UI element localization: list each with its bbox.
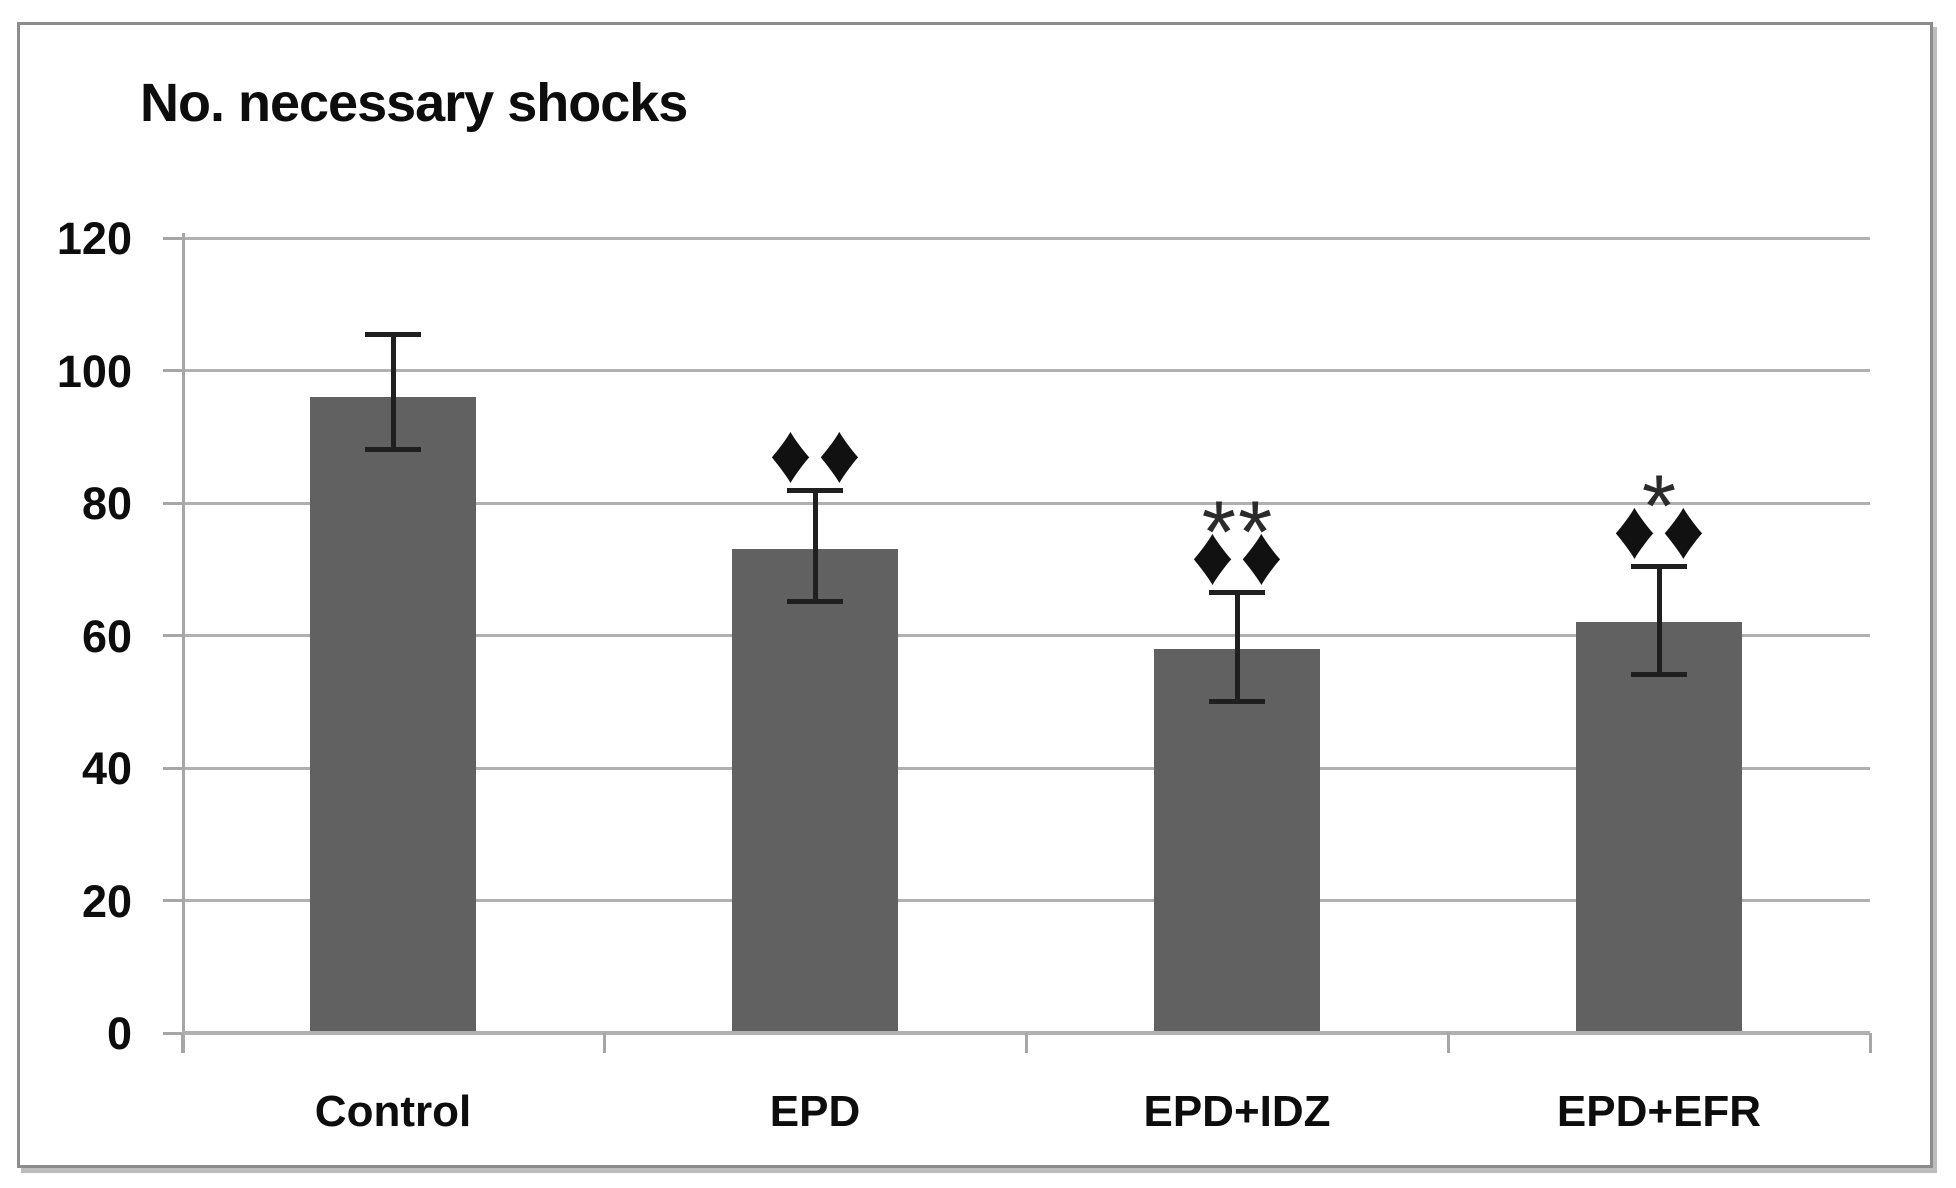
error-bar-line	[812, 489, 818, 603]
y-axis-tick-label: 40	[81, 743, 132, 794]
y-axis-tick-label: 120	[56, 213, 132, 264]
diamond-marker: ♦♦	[1613, 481, 1711, 576]
error-bar-cap-top	[1631, 563, 1687, 569]
diamond-marker: ♦♦	[1191, 508, 1289, 603]
y-axis-tick	[163, 634, 182, 637]
chart-title: No. necessary shocks	[140, 73, 688, 133]
x-axis-category-label: Control	[314, 1087, 472, 1136]
y-axis-tick-label: 60	[81, 610, 132, 662]
asterisk-marker: *	[1641, 455, 1679, 555]
gridline	[182, 899, 1870, 902]
y-axis-tick-label: 20	[81, 875, 132, 927]
error-bar-line	[390, 334, 396, 450]
bar-epd-efr	[1576, 622, 1742, 1033]
y-axis-tick-label: 100	[56, 345, 132, 397]
y-axis-tick	[163, 369, 182, 372]
error-bar-cap-bottom	[365, 447, 421, 452]
x-axis-tick	[1446, 1033, 1450, 1053]
x-axis-category-label: EPD+EFR	[1556, 1087, 1762, 1136]
y-axis-tick-label: 0	[106, 1008, 132, 1059]
gridline	[182, 369, 1870, 372]
error-bar-cap-bottom	[1209, 698, 1265, 704]
x-axis-tick	[1868, 1033, 1872, 1053]
error-bar-cap-bottom	[787, 599, 843, 605]
y-axis-tick-label: 80	[81, 478, 132, 529]
error-bar-cap-bottom	[1631, 672, 1687, 678]
diamond-marker: ♦♦	[769, 405, 867, 500]
bar-epd	[732, 549, 898, 1033]
y-axis-line	[182, 233, 185, 1053]
significance-annotation: ♦♦	[604, 405, 1026, 500]
y-axis-tick	[163, 899, 182, 902]
error-bar-line	[1656, 565, 1662, 676]
gridline	[182, 766, 1870, 770]
y-axis-tick	[163, 766, 182, 770]
significance-annotation: ** ♦♦	[1026, 482, 1448, 603]
y-axis-tick	[163, 236, 182, 240]
error-bar-cap-top	[365, 332, 421, 338]
x-axis-tick	[602, 1033, 606, 1053]
error-bar-cap-top	[1209, 590, 1265, 596]
y-axis-tick	[163, 501, 182, 505]
asterisk-marker: **	[1201, 482, 1275, 582]
gridline	[182, 501, 1870, 505]
gridline	[182, 634, 1870, 637]
gridline	[182, 236, 1870, 240]
bar-control	[310, 397, 476, 1033]
error-bar-line	[1234, 592, 1240, 702]
significance-annotation: * ♦♦	[1448, 455, 1870, 576]
bar-epd-idz	[1154, 648, 1320, 1033]
x-axis-tick	[1024, 1033, 1028, 1053]
error-bar-cap-top	[787, 487, 843, 493]
y-axis-tick	[163, 1031, 182, 1035]
x-axis-category-label: EPD+IDZ	[1143, 1087, 1331, 1136]
x-axis-category-label: EPD	[769, 1087, 861, 1136]
x-axis-tick	[180, 1033, 184, 1053]
